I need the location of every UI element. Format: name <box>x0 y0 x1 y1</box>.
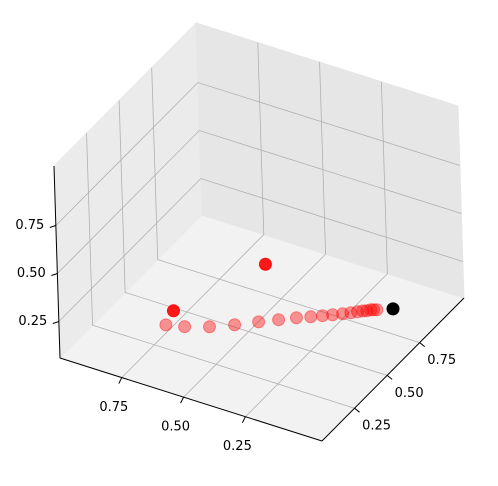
z-tick <box>52 321 60 324</box>
x-axis-line <box>59 357 323 442</box>
point <box>386 302 400 316</box>
grid-line <box>57 130 462 274</box>
z-tick <box>51 273 58 276</box>
point <box>356 304 370 318</box>
point <box>336 307 350 321</box>
grid-line <box>151 67 420 343</box>
y-tick-label: 0.25 <box>362 419 391 434</box>
z-tick-label: 0.25 <box>18 314 47 329</box>
point <box>202 320 216 334</box>
x-tick <box>180 396 185 404</box>
point <box>304 310 318 324</box>
x-tick <box>241 416 246 423</box>
point <box>159 318 173 332</box>
x-tick-label: 0.25 <box>223 439 252 454</box>
grid-line <box>58 178 463 322</box>
point <box>316 309 330 323</box>
y-tick-label: 0.75 <box>427 353 456 368</box>
y-axis-line <box>321 297 465 442</box>
x-tick <box>118 377 123 384</box>
point <box>178 320 192 334</box>
point <box>360 304 374 318</box>
point <box>228 318 242 332</box>
point <box>344 306 358 320</box>
point <box>370 303 384 317</box>
right-pane <box>195 22 465 299</box>
point <box>258 257 272 271</box>
y-tick <box>386 375 393 380</box>
grid-line <box>55 82 460 226</box>
point <box>364 303 378 317</box>
grid-line <box>86 133 355 409</box>
point <box>272 313 286 327</box>
point <box>326 308 340 322</box>
z-tick-label: 0.75 <box>15 218 44 233</box>
y-tick <box>354 407 360 413</box>
y-tick <box>419 342 426 347</box>
grid-line <box>121 42 265 378</box>
grid-line <box>118 100 388 376</box>
grid-line <box>245 81 388 418</box>
x-tick-label: 0.75 <box>99 400 128 415</box>
point <box>289 311 303 325</box>
z-tick-label: 0.50 <box>17 266 46 281</box>
z-axis-line <box>53 165 61 359</box>
point <box>367 303 381 317</box>
point <box>351 305 365 319</box>
z-tick <box>49 225 57 228</box>
x-tick-label: 0.50 <box>161 420 190 435</box>
y-tick-label: 0.50 <box>395 386 424 401</box>
grid-line <box>183 62 326 398</box>
point <box>252 315 266 329</box>
point <box>166 304 180 318</box>
